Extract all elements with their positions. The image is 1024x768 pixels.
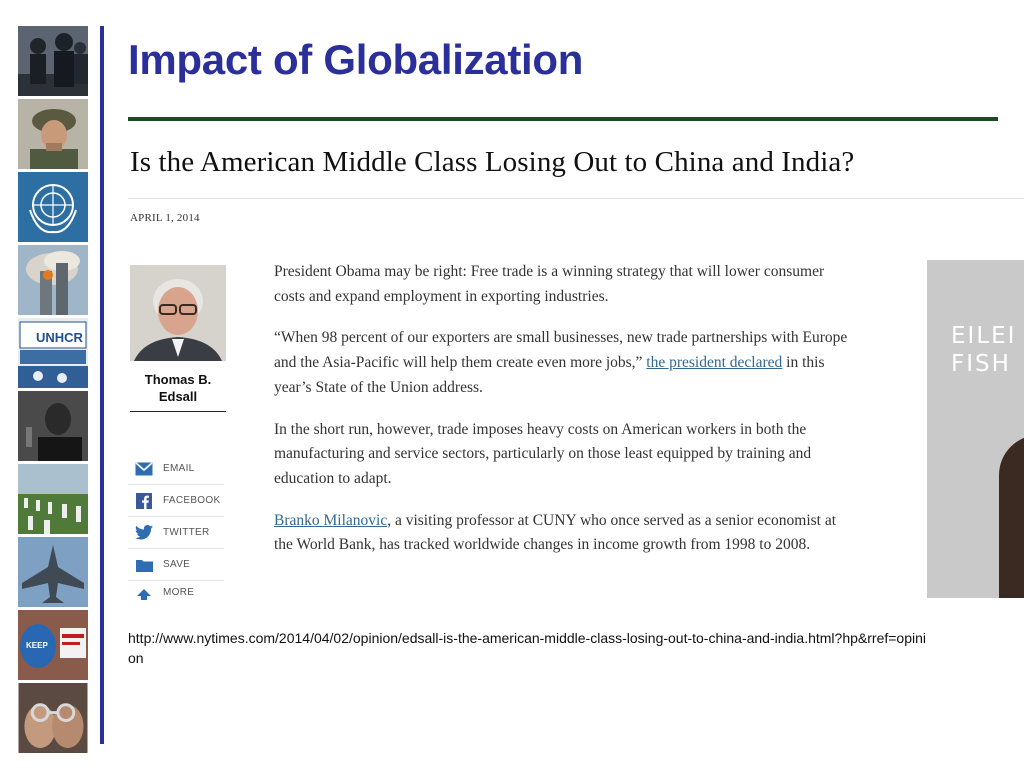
source-url[interactable]: http://www.nytimes.com/2014/04/02/opinio… xyxy=(128,630,926,666)
un-emblem-icon xyxy=(18,172,88,242)
facebook-icon xyxy=(135,492,153,510)
share-save-label: SAVE xyxy=(163,559,191,570)
soldier-icon xyxy=(18,99,88,169)
svg-text:UNHCR: UNHCR xyxy=(36,330,84,345)
share-tools: EMAIL FACEBOOK TWITTER SAVE MORE xyxy=(128,453,224,600)
share-email-label: EMAIL xyxy=(163,463,195,474)
folder-icon xyxy=(135,556,153,574)
cemetery-icon xyxy=(18,464,88,534)
paragraph-4-text: , a visiting professor at CUNY who once … xyxy=(274,511,837,554)
slide-title: Impact of Globalization xyxy=(128,36,584,83)
author-divider xyxy=(130,411,226,412)
share-arrow-icon xyxy=(135,587,153,600)
ad-text: EILEI FISH xyxy=(951,322,1016,378)
paragraph-3: In the short run, however, trade imposes… xyxy=(274,420,812,487)
ad-figure xyxy=(999,435,1024,598)
author-last-line: Edsall xyxy=(158,389,198,404)
paragraph-4: Branko Milanovic, a visiting professor a… xyxy=(274,509,854,558)
article-body: President Obama may be right: Free trade… xyxy=(274,260,854,575)
side-advertisement[interactable]: EILEI FISH xyxy=(927,260,1024,598)
author-photo xyxy=(130,265,226,361)
ad-line-1: EILEI xyxy=(951,323,1017,349)
article-headline: Is the American Middle Class Losing Out … xyxy=(130,146,855,178)
paragraph-2-text-b: in this year’s State of the Union addres… xyxy=(274,354,825,396)
share-save[interactable]: SAVE xyxy=(128,549,224,581)
burning-tower-icon xyxy=(18,245,88,315)
headline-divider xyxy=(128,198,1024,199)
share-twitter-label: TWITTER xyxy=(163,527,210,538)
ad-line-2: FISH xyxy=(951,351,1011,377)
paragraph-2-text-a: “When 98 percent of our exporters are sm… xyxy=(274,329,848,372)
article-date: APRIL 1, 2014 xyxy=(130,212,200,224)
paragraph-1: President Obama may be right: Free trade… xyxy=(274,263,825,305)
riot-police-icon xyxy=(18,26,88,96)
fighter-jet-icon xyxy=(18,537,88,607)
share-twitter[interactable]: TWITTER xyxy=(128,517,224,549)
photo-strip: UNHCR KEEP xyxy=(18,26,88,754)
share-more[interactable]: MORE xyxy=(128,581,224,600)
article-screenshot: Is the American Middle Class Losing Out … xyxy=(128,128,1024,600)
unhcr-truck-icon: UNHCR xyxy=(18,318,88,388)
email-icon xyxy=(135,460,153,478)
branko-milanovic-link[interactable]: Branko Milanovic xyxy=(274,511,388,529)
speaker-portrait-icon xyxy=(18,391,88,461)
share-facebook-label: FACEBOOK xyxy=(163,495,221,506)
author-name[interactable]: Thomas B. Edsall xyxy=(130,371,226,405)
president-declared-link[interactable]: the president declared xyxy=(646,354,783,372)
vertical-accent-bar xyxy=(100,26,104,744)
author-first-line: Thomas B. xyxy=(144,372,212,387)
share-more-label: MORE xyxy=(163,587,195,598)
twitter-icon xyxy=(135,524,153,542)
share-email[interactable]: EMAIL xyxy=(128,453,224,485)
protest-signs-icon: KEEP xyxy=(18,610,88,680)
paragraph-2: “When 98 percent of our exporters are sm… xyxy=(274,326,854,400)
title-underline xyxy=(128,117,998,121)
svg-text:KEEP: KEEP xyxy=(26,641,48,650)
handcuffs-icon xyxy=(18,683,88,754)
share-facebook[interactable]: FACEBOOK xyxy=(128,485,224,517)
